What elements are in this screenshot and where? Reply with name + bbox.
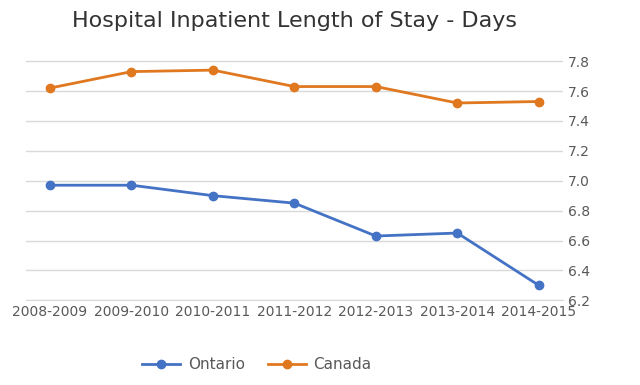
Canada	[535, 99, 543, 104]
Canada	[291, 84, 298, 89]
Ontario	[46, 183, 54, 187]
Canada	[46, 86, 54, 90]
Ontario	[209, 193, 217, 198]
Line: Ontario: Ontario	[46, 181, 543, 290]
Ontario	[535, 283, 543, 288]
Legend: Ontario, Canada: Ontario, Canada	[136, 351, 378, 378]
Ontario	[372, 234, 380, 238]
Canada	[454, 101, 461, 105]
Ontario	[291, 201, 298, 206]
Title: Hospital Inpatient Length of Stay - Days: Hospital Inpatient Length of Stay - Days	[72, 11, 517, 31]
Line: Canada: Canada	[46, 66, 543, 107]
Canada	[127, 69, 135, 74]
Canada	[372, 84, 380, 89]
Ontario	[454, 231, 461, 235]
Canada	[209, 68, 217, 72]
Ontario	[127, 183, 135, 187]
